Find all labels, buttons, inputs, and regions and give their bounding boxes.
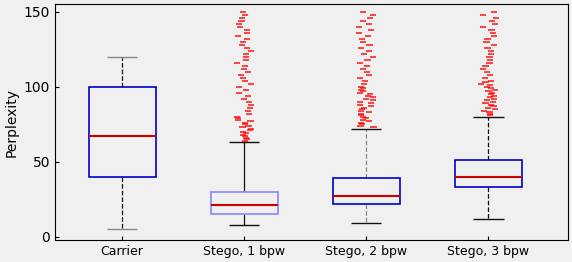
Y-axis label: Perplexity: Perplexity	[4, 88, 18, 157]
Bar	[210, 192, 278, 214]
Bar	[333, 178, 400, 204]
Bar	[89, 87, 156, 177]
Bar	[455, 160, 522, 187]
